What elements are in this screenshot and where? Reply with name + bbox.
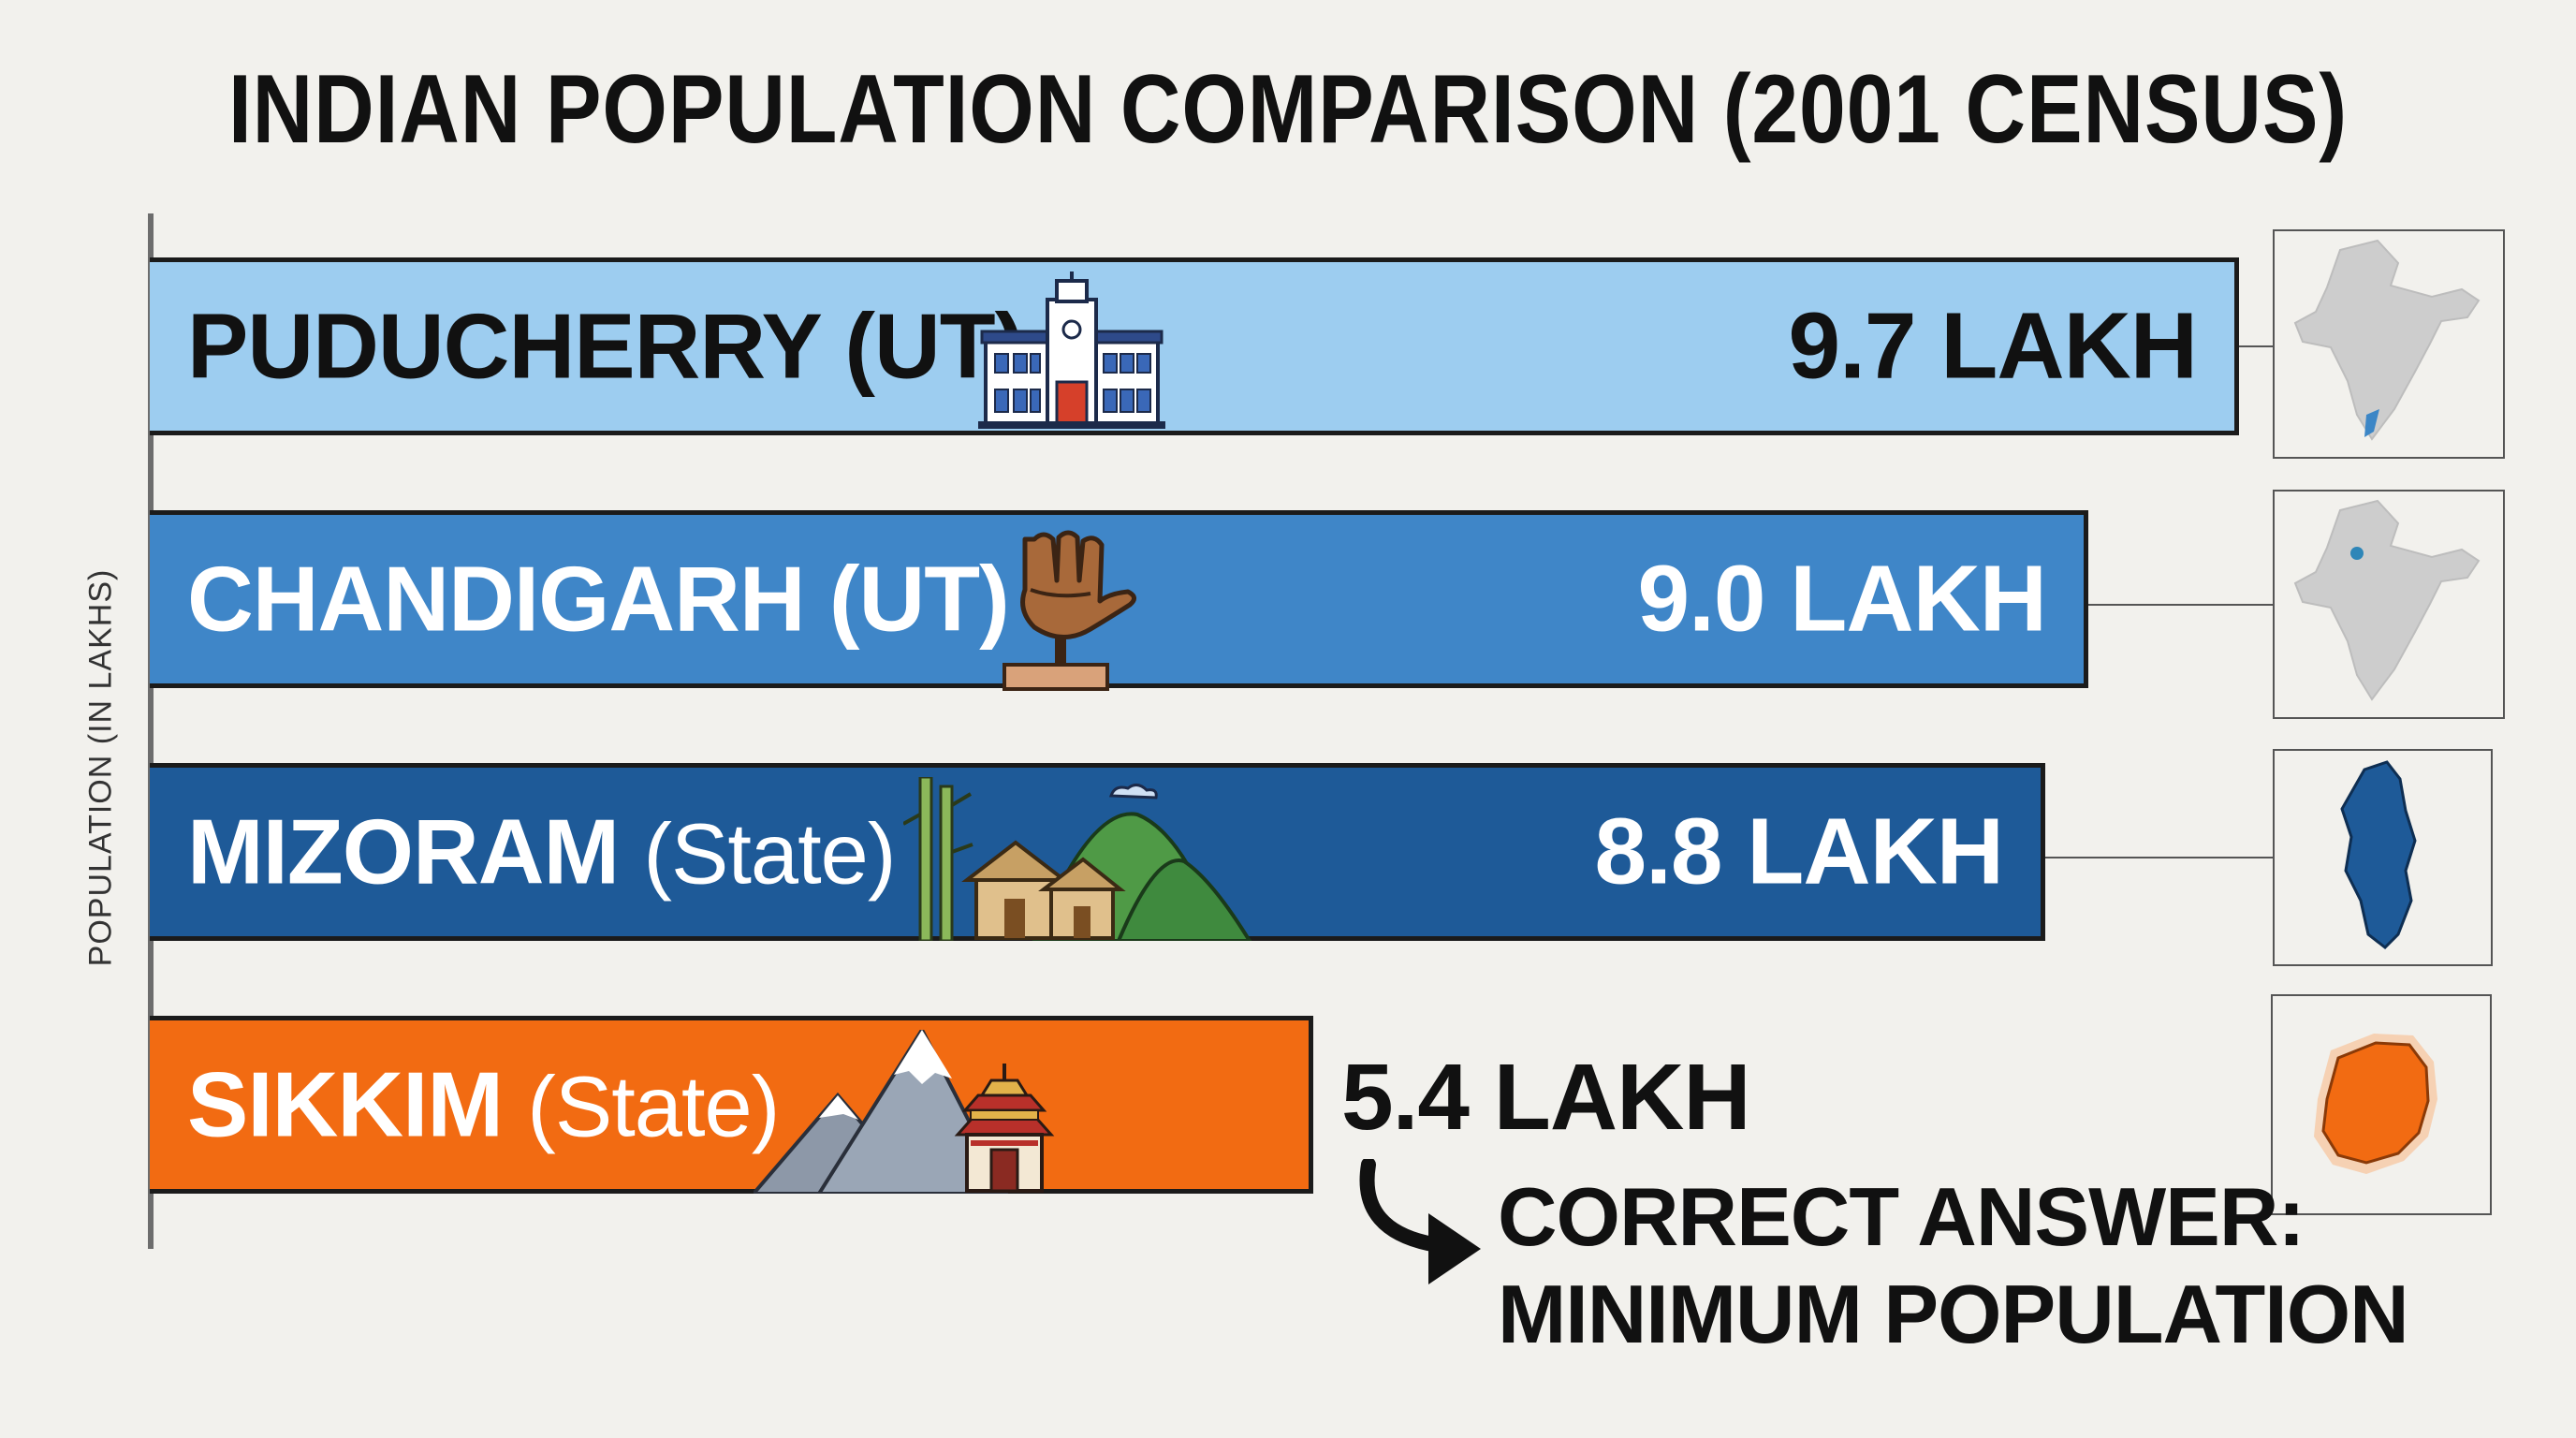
chart-title: INDIAN POPULATION COMPARISON (2001 CENSU… [227,55,2349,164]
sikkim-map-icon [2314,1034,2437,1174]
map-panel-sikkim [2271,994,2492,1215]
category-type: (State) [643,806,896,902]
connector-line [2045,857,2273,858]
bar-sikkim: SIKKIM (State) [150,1016,1313,1194]
y-axis-label: POPULATION (IN LAKHS) [82,568,119,967]
category-name: MIZORAM [187,800,620,903]
annotation-line-2: MINIMUM POPULATION [1498,1268,2409,1360]
annotation-line-1: CORRECT ANSWER: [1498,1170,2305,1263]
value-label-puducherry: 9.7 LAKH [1788,293,2198,399]
category-type: (State) [527,1059,780,1155]
bar-mizoram: MIZORAM (State) 8.8 LAKH [150,763,2045,941]
map-panel-mizoram [2273,749,2493,966]
bar-label-mizoram: MIZORAM (State) [187,800,896,905]
connector-line [2088,604,2273,606]
value-label-sikkim: 5.4 LAKH [1341,1045,1751,1150]
heritage-building-icon [978,271,1165,429]
category-name: PUDUCHERRY [187,294,821,398]
y-axis-line [148,213,154,1249]
category-type: (UT) [828,547,1010,651]
value-label-chandigarh: 9.0 LAKH [1637,546,2047,652]
india-map-chandigarh-icon [2293,499,2481,701]
bamboo-hills-huts-icon [903,777,1252,941]
mizoram-map-icon [2340,760,2417,949]
bar-chandigarh: CHANDIGARH (UT) 9.0 LAKH [150,510,2088,691]
value-label-mizoram: 8.8 LAKH [1594,799,2004,904]
curved-arrow-icon [1359,1159,1481,1284]
bar-label-puducherry: PUDUCHERRY (UT) [187,294,1025,400]
map-panel-chandigarh [2273,490,2505,719]
india-map-puducherry-icon [2293,239,2481,441]
open-hand-monument-icon [1003,530,1136,691]
category-name: SIKKIM [187,1052,504,1156]
bar-label-chandigarh: CHANDIGARH (UT) [187,547,1010,653]
connector-line [2239,345,2273,347]
bar-puducherry: PUDUCHERRY (UT) 9.7 LAKH [150,257,2239,435]
annotation-text: CORRECT ANSWER: MINIMUM POPULATION [1498,1168,2409,1363]
mountains-monastery-icon [754,1030,1055,1194]
map-panel-puducherry [2273,229,2505,459]
category-name: CHANDIGARH [187,547,806,651]
bar-label-sikkim: SIKKIM (State) [187,1052,780,1158]
